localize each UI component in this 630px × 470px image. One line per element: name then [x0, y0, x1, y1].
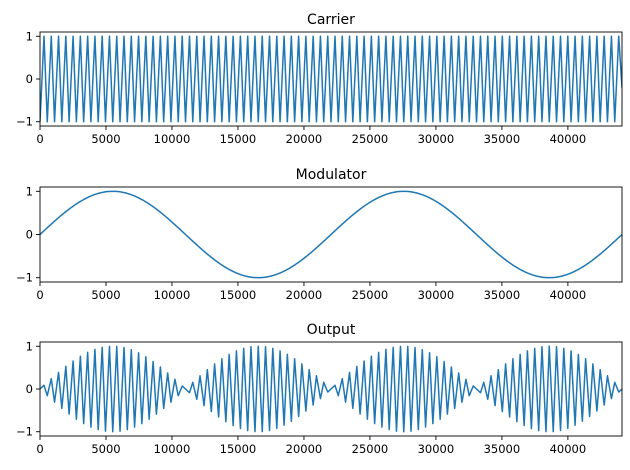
x-tick-label: 15000 [220, 132, 257, 146]
y-tick-label: −1 [16, 115, 33, 129]
x-tick-label: 10000 [154, 442, 191, 456]
modulator-line [40, 190, 622, 279]
carrier-line [40, 35, 622, 123]
output-plot: Output 0 5000 10000 15000 20000 25000 30000 3500… [16, 322, 623, 456]
y-tick-label: 1 [26, 184, 33, 198]
x-tick-label: 5000 [91, 288, 120, 302]
modulator-plot: Modulator 0 5000 10000 15000 20000 25000 30000 3… [16, 167, 623, 302]
x-tick-label: 0 [36, 132, 43, 146]
y-tick-label: −1 [16, 271, 33, 285]
output-line [40, 345, 622, 433]
y-tick-label: −1 [16, 425, 33, 439]
x-tick-label: 20000 [286, 288, 323, 302]
x-tick-label: 35000 [484, 288, 521, 302]
x-tick-label: 25000 [352, 132, 389, 146]
x-tick-label: 0 [36, 442, 43, 456]
x-tick-label: 10000 [154, 132, 191, 146]
x-tick-label: 35000 [484, 442, 521, 456]
modulator-title: Modulator [296, 167, 367, 183]
x-tick-label: 30000 [418, 288, 455, 302]
x-tick-label: 15000 [220, 442, 257, 456]
carrier-title: Carrier [307, 12, 355, 28]
x-tick-label: 35000 [484, 132, 521, 146]
x-tick-label: 25000 [352, 288, 389, 302]
x-tick-label: 25000 [352, 442, 389, 456]
y-tick-label: 1 [26, 339, 33, 353]
y-tick-label: 1 [26, 29, 33, 43]
x-tick-label: 30000 [418, 132, 455, 146]
x-tick-label: 20000 [286, 132, 323, 146]
x-tick-label: 40000 [550, 288, 587, 302]
x-tick-label: 5000 [91, 132, 120, 146]
carrier-plot: Carrier 0 5000 10000 15000 20000 25000 30000 350… [16, 12, 623, 146]
x-tick-label: 20000 [286, 442, 323, 456]
y-tick-label: 0 [26, 228, 33, 242]
output-title: Output [307, 322, 356, 338]
x-tick-label: 15000 [220, 288, 257, 302]
y-tick-label: 0 [26, 382, 33, 396]
x-tick-label: 5000 [91, 442, 120, 456]
x-tick-label: 40000 [550, 442, 587, 456]
x-tick-label: 40000 [550, 132, 587, 146]
x-tick-label: 30000 [418, 442, 455, 456]
x-tick-label: 0 [36, 288, 43, 302]
y-tick-label: 0 [26, 72, 33, 86]
x-tick-label: 10000 [154, 288, 191, 302]
